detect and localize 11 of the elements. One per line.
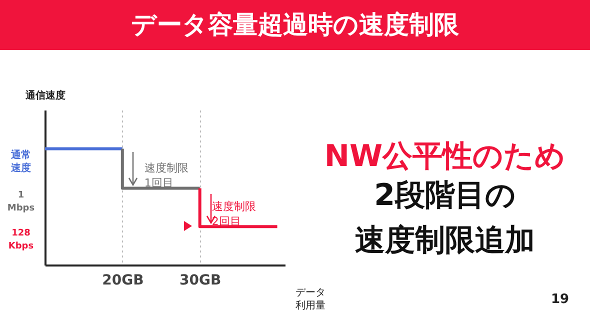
text: 通常速度 bbox=[10, 148, 31, 174]
text: NW公平性のため bbox=[323, 138, 567, 176]
chart-title: データ容量超過時の速度制限 bbox=[0, 0, 590, 50]
y-axis-title: 通信速度 bbox=[24, 90, 66, 102]
x-axis-title: データ利用量 bbox=[296, 288, 326, 312]
text: 19 bbox=[550, 292, 570, 307]
x-tick-label: 20GB bbox=[102, 272, 144, 288]
text: 2段階目の速度制限追加 bbox=[355, 177, 535, 260]
text: 1 Mbps bbox=[7, 190, 35, 214]
x-tick-label: 30GB bbox=[180, 272, 222, 288]
text: 128 Kbps bbox=[8, 228, 34, 252]
